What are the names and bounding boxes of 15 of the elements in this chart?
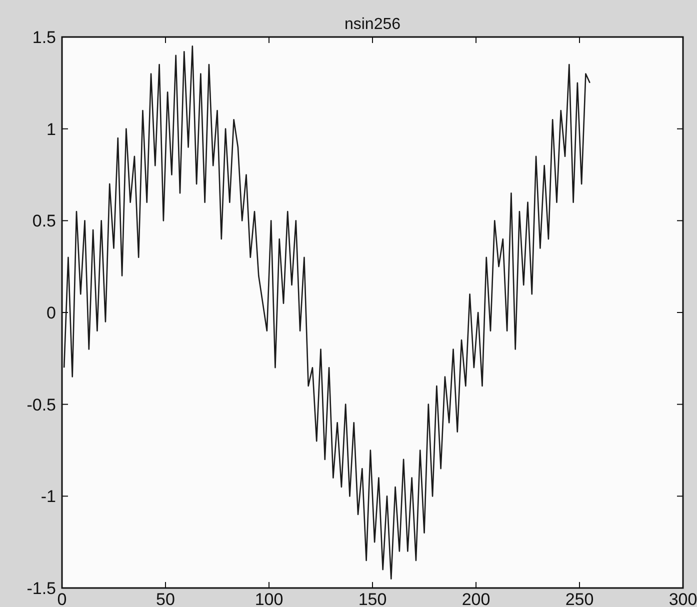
y-tick-label: -1.5	[26, 578, 56, 598]
x-tick-label: 50	[156, 590, 175, 607]
y-tick-label: 1	[46, 120, 56, 139]
x-tick-label: 300	[668, 590, 697, 607]
chart-title: nsin256	[344, 16, 401, 33]
x-tick-label: 200	[462, 590, 490, 607]
y-tick-label: 1.5	[32, 28, 56, 47]
y-tick-label: -0.5	[26, 395, 56, 414]
y-tick-label: -1	[40, 487, 56, 506]
x-tick-label: 0	[57, 590, 67, 607]
x-tick-label: 250	[565, 590, 594, 607]
x-tick-label: 100	[254, 590, 284, 607]
y-tick-label: 0.5	[32, 212, 56, 231]
y-tick-label: 0	[46, 303, 56, 322]
x-tick-label: 150	[358, 590, 387, 607]
